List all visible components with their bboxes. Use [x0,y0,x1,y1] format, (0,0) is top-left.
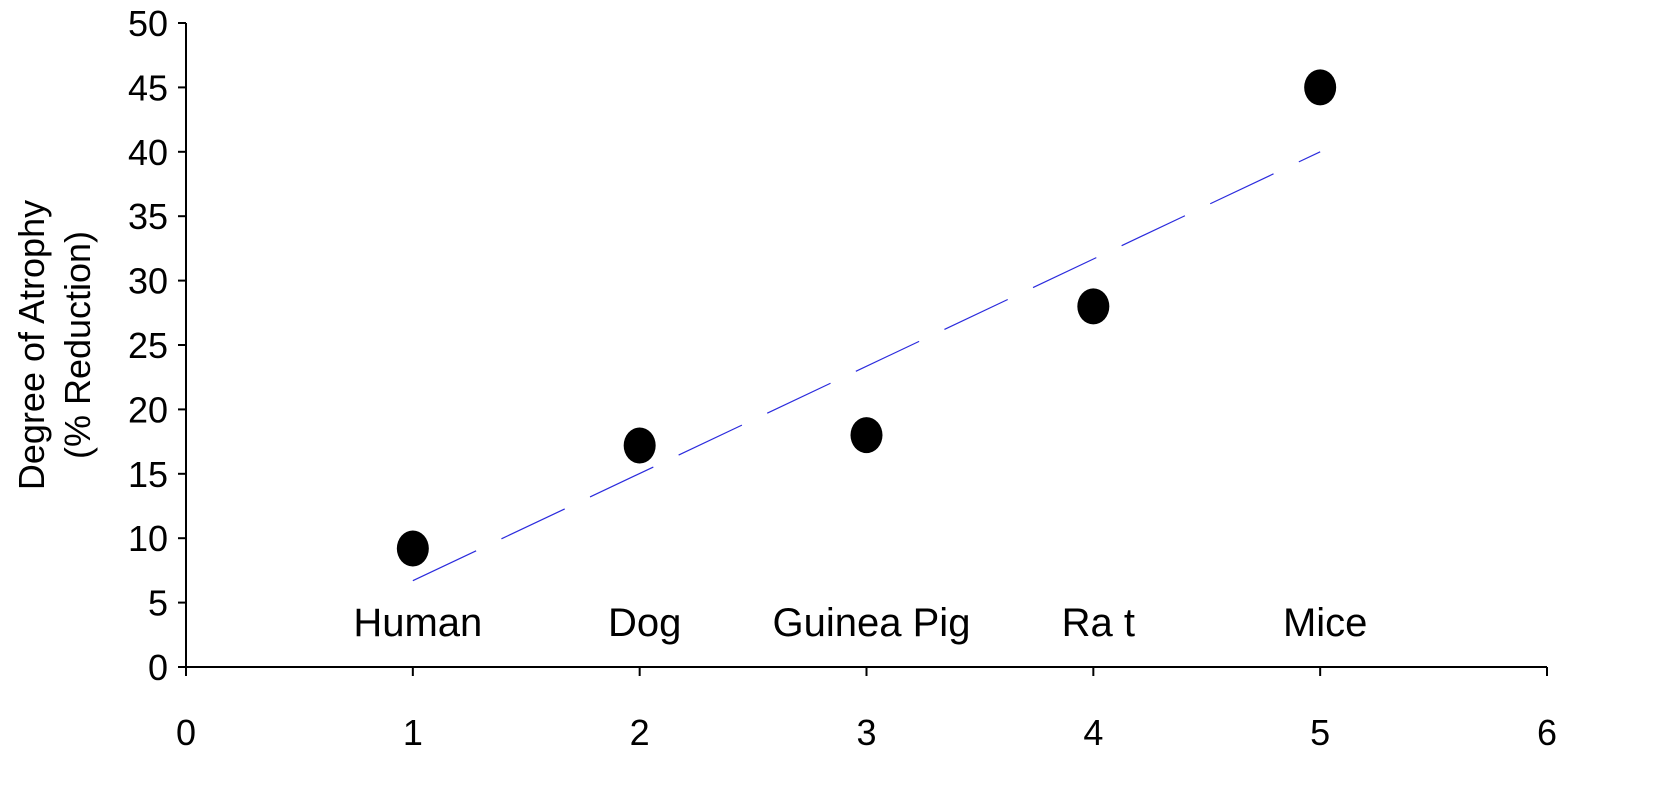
point-label: Human [353,601,482,645]
y-axis-title: Degree of Atrophy (% Reduction) [11,200,98,490]
y-tick-label: 15 [128,454,168,495]
y-tick-label: 30 [128,261,168,302]
y-tick-label: 40 [128,132,168,173]
trendline [412,151,1321,582]
point-label: Dog [608,601,681,645]
data-point [1077,288,1110,325]
y-tick-label: 45 [128,67,168,108]
x-tick-label: 0 [176,712,196,753]
data-point [396,530,429,567]
y-tick-label: 10 [128,518,168,559]
point-label: Guinea Pig [773,601,971,645]
x-tick-label: 5 [1310,712,1330,753]
x-tick-label: 3 [856,712,876,753]
point-label: Mice [1283,601,1367,645]
y-tick-label: 50 [128,3,168,44]
point-label: Ra t [1062,601,1135,645]
x-tick-label: 4 [1083,712,1103,753]
y-tick-label: 5 [148,583,168,624]
data-point [1304,69,1337,106]
x-tick-label: 6 [1537,712,1557,753]
x-tick-label: 2 [630,712,650,753]
y-tick-label: 0 [148,647,168,688]
trendline-group [412,151,1321,582]
data-point [850,417,883,454]
x-tick-label: 1 [403,712,423,753]
y-tick-label: 25 [128,325,168,366]
data-point [623,427,656,464]
point-labels: Human Dog Guinea Pig Ra t Mice [353,601,1367,645]
y-tick-label: 35 [128,196,168,237]
y-axis-title-line-2: (% Reduction) [57,231,98,459]
y-axis-title-line-1: Degree of Atrophy [11,200,52,490]
data-points [396,69,1337,567]
y-tick-label: 20 [128,389,168,430]
